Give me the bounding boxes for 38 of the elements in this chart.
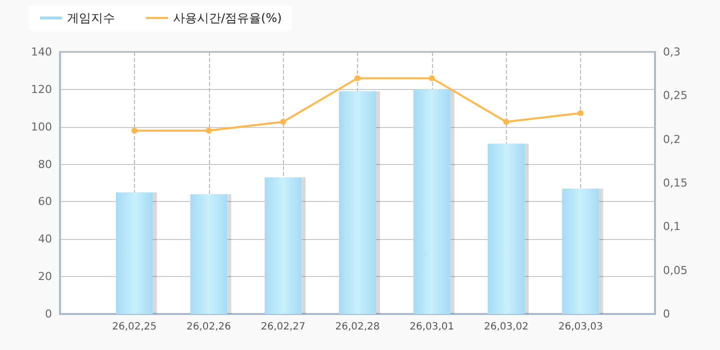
point bbox=[503, 118, 510, 125]
point bbox=[578, 110, 584, 116]
y2-tick-label: 0,2 bbox=[663, 132, 680, 146]
legend-label: 사용시간/점유율(%) bbox=[173, 11, 282, 25]
x-tick-label: 26,02,26 bbox=[186, 322, 232, 332]
bar bbox=[562, 188, 600, 314]
x-tick-label: 26,02,25 bbox=[112, 322, 157, 332]
point bbox=[428, 75, 435, 82]
y2-tick-label: 0 bbox=[663, 308, 670, 320]
y2-tick-label: 0,05 bbox=[663, 264, 688, 277]
bar bbox=[488, 144, 525, 314]
point bbox=[354, 75, 360, 82]
legend-label: 게임지수 bbox=[67, 11, 115, 25]
y2-tick-label: 0,3 bbox=[663, 46, 680, 58]
y-tick-label: 100 bbox=[31, 120, 52, 134]
y2-tick-label: 0,25 bbox=[663, 89, 688, 102]
x-tick-label: 26,03,03 bbox=[558, 322, 603, 332]
x-tick-label: 26,02,28 bbox=[335, 322, 380, 332]
y-tick-label: 60 bbox=[38, 195, 52, 208]
y2-tick-label: 0,1 bbox=[663, 220, 680, 234]
bar bbox=[190, 194, 228, 314]
y-tick-label: 40 bbox=[38, 232, 52, 246]
bar bbox=[264, 177, 302, 314]
point bbox=[206, 128, 212, 134]
y-tick-label: 120 bbox=[31, 82, 52, 96]
point bbox=[280, 118, 286, 125]
y2-tick-label: 0,15 bbox=[663, 176, 688, 190]
bar bbox=[339, 91, 376, 314]
x-tick-label: 26,03,02 bbox=[484, 322, 529, 332]
y-tick-label: 20 bbox=[38, 270, 52, 284]
y-tick-label: 80 bbox=[38, 158, 52, 171]
point bbox=[131, 128, 138, 134]
y-tick-label: 140 bbox=[31, 46, 52, 58]
bar bbox=[413, 89, 450, 314]
y-tick-label: 0 bbox=[45, 308, 52, 320]
bar bbox=[116, 192, 153, 314]
x-tick-label: 26,02,27 bbox=[260, 322, 306, 332]
x-tick-label: 26,03,01 bbox=[410, 322, 454, 332]
